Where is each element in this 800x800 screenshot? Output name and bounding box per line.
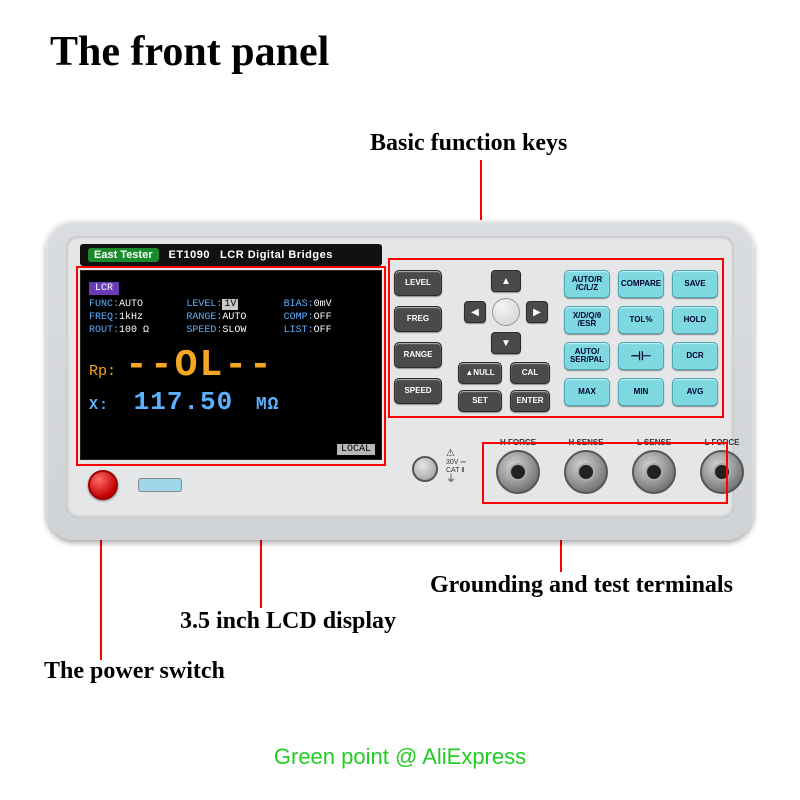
warn-voltage: 30V ⎓ [446,459,466,467]
dpad-down[interactable]: ▼ [491,332,521,354]
cal-button[interactable]: CAL [510,362,550,384]
lcd-tab: LCR [89,282,119,295]
p-rout-l: ROUT: [89,325,119,336]
callout-lcd: 3.5 inch LCD display [180,608,396,635]
power-indicator [138,478,182,492]
dcr-button[interactable]: DCR [672,342,718,370]
auto-rclz-button[interactable]: AUTO/R /C/L/Z [564,270,610,298]
speed-button[interactable]: SPEED [394,378,442,404]
page-title: The front panel [50,28,329,76]
lforce-label: L FORCE [692,438,752,447]
brand-product: LCR Digital Bridges [220,249,333,261]
xdq-esr-button[interactable]: X/D/Q/θ /ESR [564,306,610,334]
warning-label: ⚠ 30V ⎓ CAT Ⅱ ⏚ [446,448,466,485]
p-level-l: LEVEL: [186,299,222,310]
lcd-sub-value: 117.50 [134,387,234,417]
lcd-params-grid: FUNC:AUTO LEVEL:1V BIAS:0mV FREQ:1kHz RA… [89,299,373,336]
terminal-area: ⚠ 30V ⎓ CAT Ⅱ ⏚ H FORCE H SENSE L SENSE … [406,442,718,498]
lsense-label: L SENSE [624,438,684,447]
dpad-left[interactable]: ◀ [464,301,486,323]
dpad: ▲ ▼ ◀ ▶ [464,270,548,354]
p-freq-v: 1kHz [119,312,143,323]
level-button[interactable]: LEVEL [394,270,442,296]
brand-model: ET1090 [169,249,211,261]
power-switch[interactable] [88,470,118,500]
lcd-local-badge: LOCAL [337,444,375,455]
callout-function-keys: Basic function keys [370,130,567,157]
lcd-main-reading: Rp: --OL-- [89,344,373,387]
lforce-bnc[interactable] [700,450,744,494]
lcd-sub-label: X: [89,397,109,414]
ground-icon: ⏚ [446,474,466,485]
hforce-label: H FORCE [488,438,548,447]
brand-badge: East Tester [88,248,159,262]
compare-button[interactable]: COMPARE [618,270,664,298]
dpad-center[interactable] [492,298,520,326]
tol-button[interactable]: TOL% [618,306,664,334]
hsense-bnc[interactable] [564,450,608,494]
lcd-sub-unit: MΩ [256,395,280,415]
lcd-main-label: Rp: [89,363,116,380]
p-range-v: AUTO [222,312,246,323]
p-range-l: RANGE: [186,312,222,323]
enter-button[interactable]: ENTER [510,390,550,412]
p-freq-l: FREQ: [89,312,119,323]
warn-icon: ⚠ [446,448,466,459]
callout-terminals: Grounding and test terminals [430,572,733,599]
p-func-l: FUNC: [89,299,119,310]
save-button[interactable]: SAVE [672,270,718,298]
lcd-display: LCR FUNC:AUTO LEVEL:1V BIAS:0mV FREQ:1kH… [80,270,382,460]
watermark-text: Green point @ AliExpress [274,744,526,770]
hforce-bnc[interactable] [496,450,540,494]
p-func-v: AUTO [119,299,143,310]
p-list-l: LIST: [284,325,314,336]
auto-ser-pal-button[interactable]: AUTO/ SER/PAL [564,342,610,370]
p-list-v: OFF [314,325,332,336]
p-comp-l: COMP: [284,312,314,323]
p-level-v: 1V [222,299,238,310]
hsense-label: H SENSE [556,438,616,447]
p-bias-v: 0mV [314,299,332,310]
leader-power-v [100,520,102,660]
lcd-main-value: --OL-- [125,344,274,387]
min-button[interactable]: MIN [618,378,664,406]
capacitor-icon-button[interactable]: ⊣⊢ [618,342,664,370]
device-face: East Tester ET1090 LCR Digital Bridges L… [66,236,734,518]
p-comp-v: OFF [314,312,332,323]
lcd-sub-reading: X: 117.50 MΩ [89,387,373,417]
set-button[interactable]: SET [458,390,502,412]
avg-button[interactable]: AVG [672,378,718,406]
brand-strip: East Tester ET1090 LCR Digital Bridges [80,244,382,266]
dpad-right[interactable]: ▶ [526,301,548,323]
keypad-area: LEVEL FREG RANGE SPEED ▲ ▼ ◀ ▶ ▲NULL CAL… [394,266,720,446]
range-button[interactable]: RANGE [394,342,442,368]
dpad-up[interactable]: ▲ [491,270,521,292]
p-bias-l: BIAS: [284,299,314,310]
callout-power: The power switch [44,658,225,685]
p-rout-v: 100 Ω [119,325,149,336]
ground-jack[interactable] [412,456,438,482]
device-body: East Tester ET1090 LCR Digital Bridges L… [46,220,754,540]
hold-button[interactable]: HOLD [672,306,718,334]
p-speed-l: SPEED: [186,325,222,336]
freq-button[interactable]: FREG [394,306,442,332]
p-speed-v: SLOW [222,325,246,336]
lsense-bnc[interactable] [632,450,676,494]
max-button[interactable]: MAX [564,378,610,406]
null-button[interactable]: ▲NULL [458,362,502,384]
